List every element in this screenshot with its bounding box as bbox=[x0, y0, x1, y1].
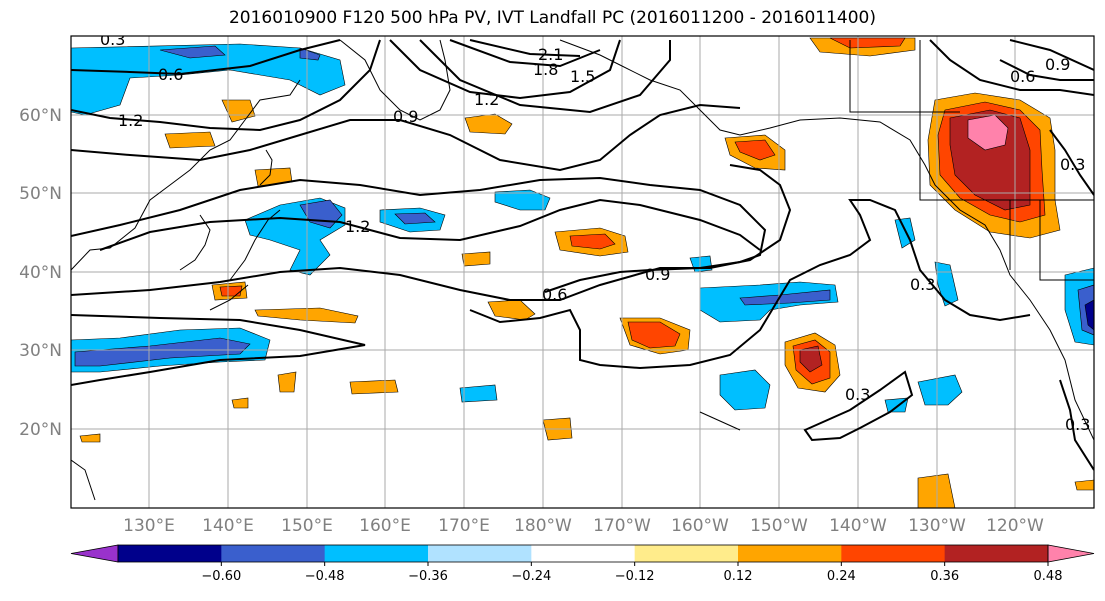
colorbar-tick-label: −0.12 bbox=[615, 569, 655, 584]
lon-label: 140°E bbox=[202, 516, 254, 536]
contour-label: 0.3 bbox=[845, 385, 870, 404]
colorbar-tick-label: −0.48 bbox=[305, 569, 345, 584]
colorbar-segment bbox=[944, 545, 1049, 562]
contour-label: 1.2 bbox=[474, 90, 499, 109]
colorbar-tick-label: −0.36 bbox=[408, 569, 448, 584]
contour-label: 1.8 bbox=[533, 60, 558, 79]
lon-label: 150°W bbox=[750, 516, 808, 536]
colorbar-tick-label: 0.48 bbox=[1034, 569, 1063, 584]
colorbar-outline bbox=[117, 544, 1049, 563]
colorbar-extend-high bbox=[1047, 544, 1095, 563]
lon-label: 170°W bbox=[593, 516, 651, 536]
lon-label: 120°W bbox=[986, 516, 1044, 536]
contour-label: 0.9 bbox=[645, 265, 670, 284]
colorbar-segment bbox=[738, 545, 842, 562]
contour-label: 1.2 bbox=[118, 111, 143, 130]
lon-label: 150°E bbox=[281, 516, 333, 536]
contour-label: 0.9 bbox=[1045, 55, 1070, 74]
colorbar-tick-label: 0.24 bbox=[827, 569, 856, 584]
colorbar-segment bbox=[841, 545, 946, 562]
colorbar-tick-label: −0.24 bbox=[511, 569, 551, 584]
colorbar-segment bbox=[428, 545, 532, 562]
lat-label-40n: 40°N bbox=[19, 263, 62, 283]
latitude-labels: 60°N 50°N 40°N 30°N 20°N bbox=[19, 106, 62, 440]
map-title: 2016010900 F120 500 hPa PV, IVT Landfall… bbox=[228, 8, 876, 28]
contour-label: 0.6 bbox=[158, 65, 183, 84]
lat-label-50n: 50°N bbox=[19, 184, 62, 204]
lon-label: 130°E bbox=[123, 516, 175, 536]
contour-label: 0.6 bbox=[542, 285, 567, 304]
pv-contours bbox=[71, 39, 1094, 471]
graticule-grid bbox=[71, 36, 1094, 508]
colorbar-extend-low bbox=[70, 544, 119, 563]
lat-label-60n: 60°N bbox=[19, 106, 62, 126]
map-panel: 0.3 0.6 1.2 0.9 1.2 2.1 1.8 1.5 1.2 0.9 … bbox=[71, 30, 1094, 508]
colorbar-segment bbox=[118, 545, 222, 562]
colorbar-segment bbox=[324, 545, 429, 562]
lon-label: 170°E bbox=[438, 516, 490, 536]
map-border bbox=[70, 35, 1095, 509]
lon-label: 130°W bbox=[908, 516, 966, 536]
contour-label: 0.6 bbox=[1010, 67, 1035, 86]
coastlines bbox=[71, 39, 1094, 501]
lat-label-20n: 20°N bbox=[19, 420, 62, 440]
contour-label: 2.1 bbox=[538, 45, 563, 64]
colorbar-segment bbox=[221, 545, 326, 562]
colorbar-segment bbox=[531, 545, 636, 562]
lat-label-30n: 30°N bbox=[19, 341, 62, 361]
lon-label: 160°W bbox=[671, 516, 729, 536]
lon-label: 160°E bbox=[359, 516, 411, 536]
contour-label: 1.5 bbox=[570, 67, 595, 86]
contour-labels: 0.3 0.6 1.2 0.9 1.2 2.1 1.8 1.5 1.2 0.9 … bbox=[100, 30, 1090, 434]
positive-anomaly-shading bbox=[79, 37, 1094, 508]
colorbar-tick-label: 0.36 bbox=[930, 569, 959, 584]
contour-label: 0.3 bbox=[1060, 155, 1085, 174]
contour-label: 1.2 bbox=[345, 217, 370, 236]
contour-label: 0.3 bbox=[100, 30, 125, 49]
colorbar: −0.60 −0.48 −0.36 −0.24 −0.12 0.12 0.24 0.36 0.4… bbox=[70, 544, 1095, 584]
contour-label: 0.3 bbox=[910, 275, 935, 294]
lon-label: 140°W bbox=[829, 516, 887, 536]
contour-label: 0.3 bbox=[1065, 415, 1090, 434]
contour-label: 0.9 bbox=[393, 107, 418, 126]
colorbar-tick-label: 0.12 bbox=[724, 569, 753, 584]
colorbar-segment bbox=[634, 545, 739, 562]
longitude-labels: 130°E 140°E 150°E 160°E 170°E 180°W 170°… bbox=[123, 516, 1044, 536]
colorbar-tick-label: −0.60 bbox=[201, 569, 241, 584]
lon-label: 180°W bbox=[514, 516, 572, 536]
